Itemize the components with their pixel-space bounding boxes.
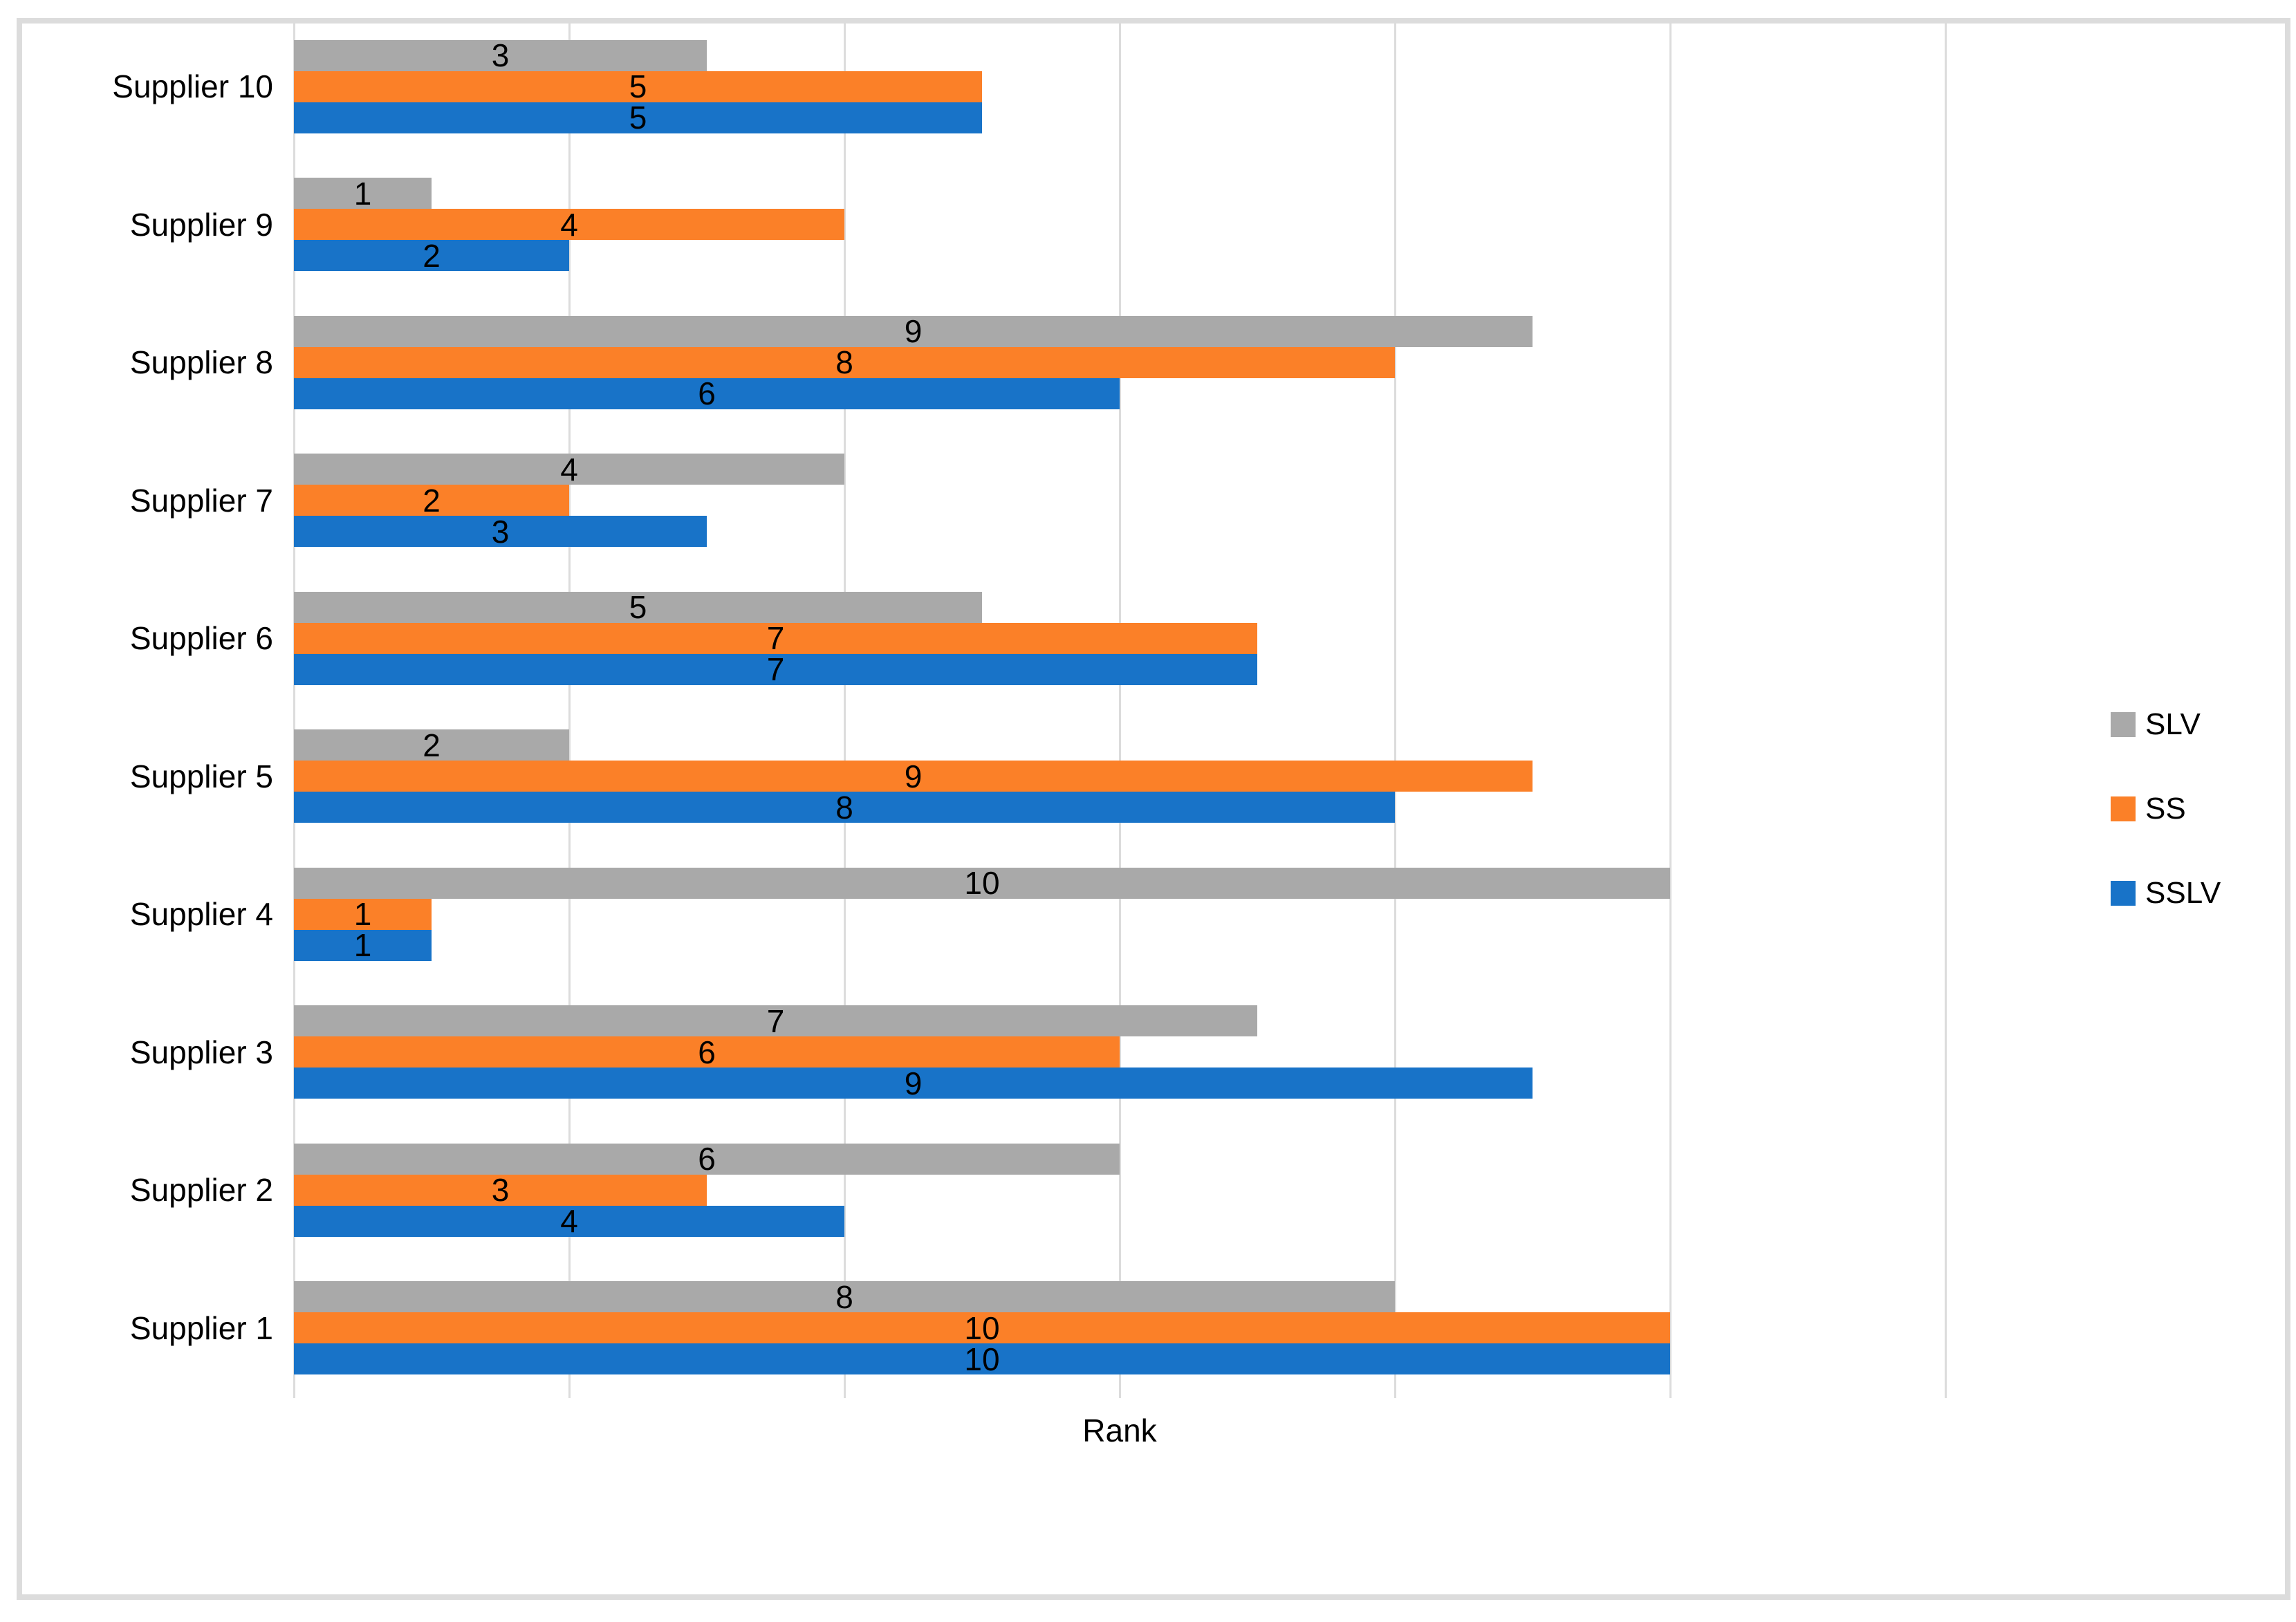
plot-area: 3 5 5 1 4 2 9 8 6 4 2 3 5 7 7 2 9 8 10 1 1 7 6 9 6 3 4 8 10 10: [293, 23, 1947, 1398]
data-label-slv-supplier-3: 7: [766, 1003, 785, 1039]
data-label-slv-supplier-7: 4: [560, 451, 578, 487]
bar-slv-supplier-10: 3: [294, 37, 707, 73]
data-label-sslv-supplier-9: 2: [423, 237, 441, 274]
legend-swatch-slv: [2111, 712, 2136, 737]
data-label-ss-supplier-8: 8: [835, 344, 853, 380]
data-label-slv-supplier-6: 5: [629, 589, 647, 625]
bar-ss-supplier-6: 7: [294, 620, 1257, 656]
bar-ss-supplier-1: 10: [294, 1310, 1670, 1346]
axis-tick: [568, 1376, 571, 1398]
bar-sslv-supplier-5: 8: [294, 789, 1395, 826]
data-label-sslv-supplier-7: 3: [491, 513, 510, 550]
bar-slv-supplier-7: 4: [294, 451, 844, 487]
category-label-supplier-5: Supplier 5: [129, 758, 273, 794]
data-label-sslv-supplier-2: 4: [560, 1203, 578, 1239]
bar-ss-supplier-9: 4: [294, 206, 844, 243]
bar-slv-supplier-2: 6: [294, 1141, 1120, 1177]
data-label-ss-supplier-1: 10: [964, 1309, 1000, 1346]
legend-item-ss: SS: [2111, 767, 2221, 851]
axis-tick: [1394, 1376, 1396, 1398]
gridline: [1669, 23, 1672, 1376]
category-label-supplier-9: Supplier 9: [129, 206, 273, 243]
axis-tick: [1669, 1376, 1672, 1398]
legend-swatch-sslv: [2111, 881, 2136, 906]
value-axis-line: [293, 23, 295, 1376]
bar-sslv-supplier-10: 5: [294, 100, 982, 136]
gridline: [568, 23, 571, 1376]
legend-item-sslv: SSLV: [2111, 851, 2221, 935]
bar-ss-supplier-4: 1: [294, 896, 432, 932]
category-label-supplier-1: Supplier 1: [129, 1309, 273, 1346]
x-axis-title: Rank: [1082, 1413, 1157, 1448]
data-label-ss-supplier-6: 7: [766, 620, 785, 656]
bar-slv-supplier-1: 8: [294, 1279, 1395, 1315]
bar-slv-supplier-3: 7: [294, 1003, 1257, 1039]
data-label-slv-supplier-4: 10: [964, 865, 1000, 901]
bar-sslv-supplier-3: 9: [294, 1065, 1533, 1101]
gridline: [1394, 23, 1396, 1376]
data-label-ss-supplier-3: 6: [698, 1034, 716, 1070]
bar-ss-supplier-2: 3: [294, 1172, 707, 1208]
bar-sslv-supplier-6: 7: [294, 651, 1257, 687]
data-label-ss-supplier-9: 4: [560, 206, 578, 243]
data-label-ss-supplier-7: 2: [423, 482, 441, 519]
data-label-ss-supplier-5: 9: [904, 758, 923, 794]
bar-slv-supplier-5: 2: [294, 727, 569, 763]
data-label-sslv-supplier-1: 10: [964, 1341, 1000, 1377]
legend-item-slv: SLV: [2111, 682, 2221, 767]
bar-slv-supplier-6: 5: [294, 589, 982, 625]
data-label-sslv-supplier-4: 1: [353, 927, 372, 963]
legend-label-ss: SS: [2145, 792, 2186, 826]
bar-sslv-supplier-2: 4: [294, 1203, 844, 1239]
data-label-slv-supplier-2: 6: [698, 1141, 716, 1177]
bar-ss-supplier-8: 8: [294, 344, 1395, 380]
category-label-supplier-3: Supplier 3: [129, 1034, 273, 1070]
category-label-supplier-8: Supplier 8: [129, 344, 273, 380]
data-label-sslv-supplier-5: 8: [835, 789, 853, 826]
category-label-supplier-2: Supplier 2: [129, 1172, 273, 1208]
data-label-sslv-supplier-8: 6: [698, 375, 716, 411]
data-label-sslv-supplier-10: 5: [629, 100, 647, 136]
bar-ss-supplier-10: 5: [294, 68, 982, 104]
bar-sslv-supplier-4: 1: [294, 927, 432, 963]
legend-swatch-ss: [2111, 796, 2136, 821]
axis-tick: [844, 1376, 846, 1398]
category-label-supplier-7: Supplier 7: [129, 482, 273, 519]
category-label-supplier-4: Supplier 4: [129, 896, 273, 932]
legend-label-sslv: SSLV: [2145, 876, 2221, 910]
gridline: [1119, 23, 1121, 1376]
axis-tick: [1119, 1376, 1121, 1398]
gridline: [844, 23, 846, 1376]
legend: SLV SS SSLV: [2111, 682, 2221, 935]
gridline: [1945, 23, 1947, 1376]
bar-sslv-supplier-9: 2: [294, 237, 569, 274]
data-label-ss-supplier-2: 3: [491, 1172, 510, 1208]
category-label-supplier-6: Supplier 6: [129, 620, 273, 656]
bar-slv-supplier-4: 10: [294, 865, 1670, 901]
bar-sslv-supplier-7: 3: [294, 513, 707, 550]
data-label-slv-supplier-1: 8: [835, 1278, 853, 1315]
data-label-sslv-supplier-6: 7: [766, 651, 785, 687]
data-label-slv-supplier-5: 2: [423, 727, 441, 763]
data-label-slv-supplier-8: 9: [904, 313, 923, 349]
bar-ss-supplier-5: 9: [294, 758, 1533, 794]
data-label-slv-supplier-10: 3: [491, 37, 510, 73]
bar-slv-supplier-9: 1: [294, 175, 432, 212]
data-label-ss-supplier-4: 1: [353, 896, 372, 932]
category-label-supplier-10: Supplier 10: [112, 68, 273, 104]
bar-sslv-supplier-8: 6: [294, 375, 1120, 411]
data-label-sslv-supplier-3: 9: [904, 1065, 923, 1101]
data-label-ss-supplier-10: 5: [629, 68, 647, 104]
legend-label-slv: SLV: [2145, 707, 2201, 741]
bar-sslv-supplier-1: 10: [294, 1341, 1670, 1377]
bar-ss-supplier-7: 2: [294, 482, 569, 519]
data-label-slv-supplier-9: 1: [353, 175, 372, 212]
bar-slv-supplier-8: 9: [294, 313, 1533, 349]
bar-ss-supplier-3: 6: [294, 1034, 1120, 1070]
axis-tick: [293, 1376, 295, 1398]
axis-tick: [1945, 1376, 1947, 1398]
